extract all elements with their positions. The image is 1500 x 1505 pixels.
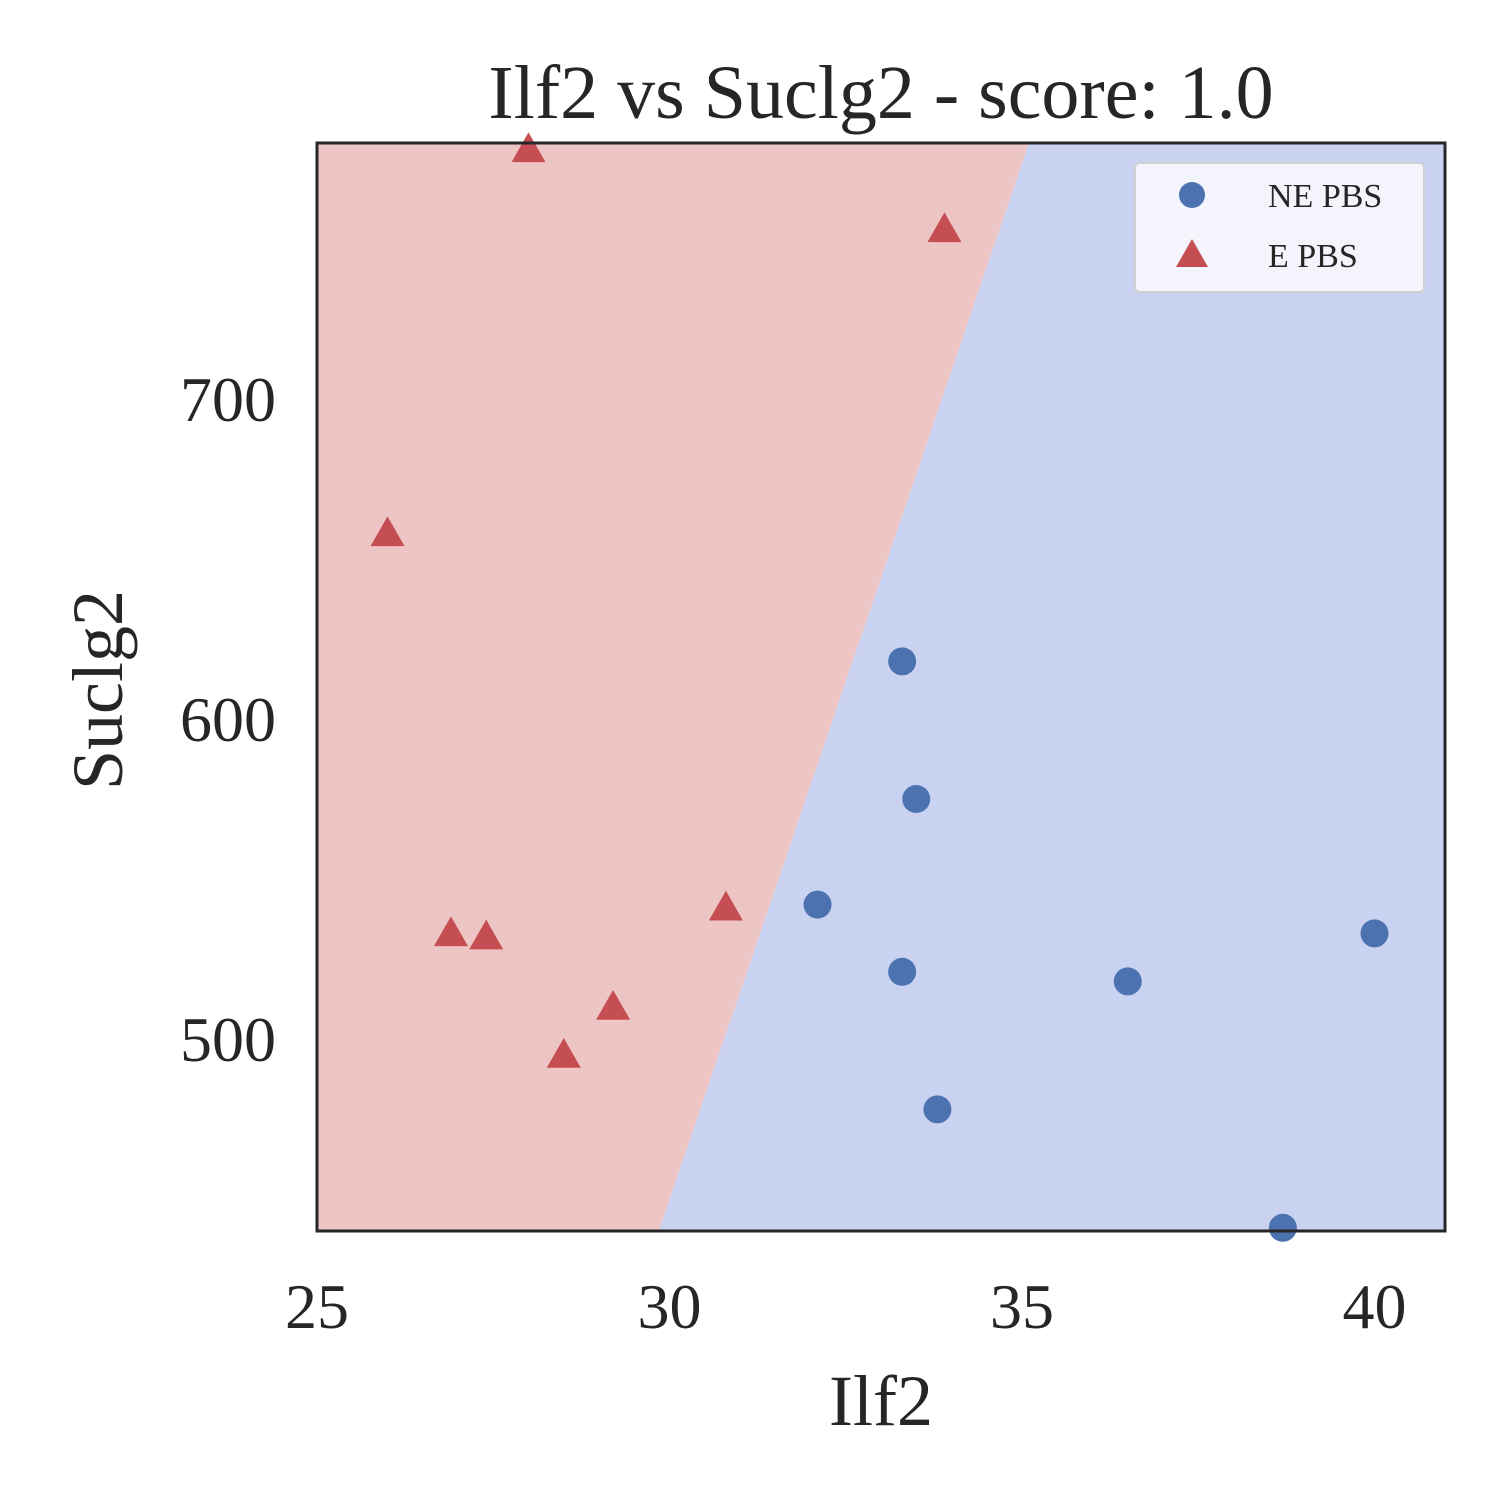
y-axis-label: Suclg2 [58,590,138,790]
legend-marker-e-pbs [1176,239,1208,267]
point-e-pbs-5 [469,919,504,950]
x-axis-ticks: 25 30 35 40 [285,1271,1407,1342]
y-axis-ticks: 500 600 700 [180,364,276,1075]
x-tick-label-40: 40 [1343,1271,1407,1342]
x-axis-label: Ilf2 [829,1361,933,1441]
point-e-pbs-3 [708,890,743,921]
point-e-pbs-6 [596,990,631,1020]
point-e-pbs-7 [546,1038,581,1068]
point-e-pbs-4 [433,916,468,947]
region-e-pbs [317,143,1030,1231]
legend-marker-ne-pbs [1179,182,1205,208]
y-tick-label-700: 700 [180,364,276,435]
x-tick-label-35: 35 [990,1271,1054,1342]
point-ne-pbs-4 [1113,967,1142,996]
data-points [370,132,1389,1242]
point-ne-pbs-2 [803,890,832,919]
point-ne-pbs-5 [923,1095,952,1124]
legend: NE PBS E PBS [1134,162,1425,293]
point-ne-pbs-3 [888,957,917,986]
point-e-pbs-0 [511,132,546,163]
decision-regions [317,143,1445,1231]
point-e-pbs-2 [370,516,405,547]
point-ne-pbs-1 [902,785,931,813]
point-e-pbs-1 [927,212,962,243]
legend-label-1: E PBS [1268,238,1358,275]
point-ne-pbs-6 [1360,919,1389,948]
region-ne-pbs [658,143,1445,1231]
y-tick-label-600: 600 [180,684,276,755]
x-tick-label-30: 30 [638,1271,702,1342]
plot-frame [315,141,1447,1233]
point-ne-pbs-0 [888,647,917,676]
y-tick-label-500: 500 [180,1004,276,1075]
legend-label-0: NE PBS [1268,178,1382,215]
legend-box [1134,162,1425,293]
point-ne-pbs-7 [1268,1213,1297,1242]
chart-title: Ilf2 vs Suclg2 - score: 1.0 [488,51,1273,135]
x-tick-label-25: 25 [285,1271,349,1342]
